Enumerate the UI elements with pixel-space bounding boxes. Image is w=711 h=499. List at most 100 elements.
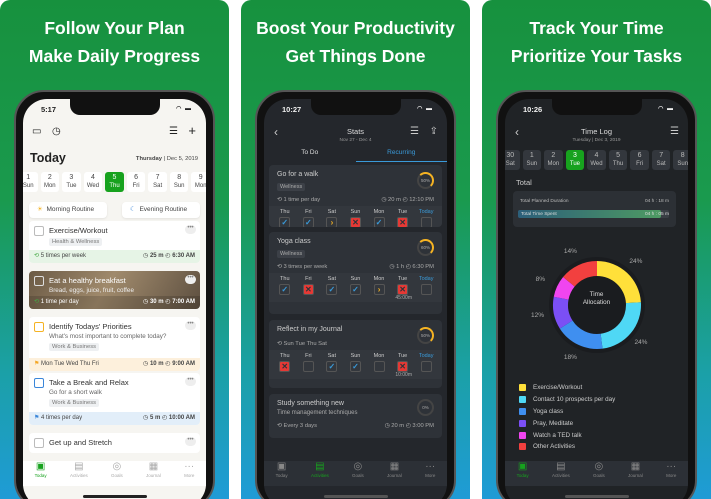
date-30[interactable]: 30 Sat [505,150,520,170]
tab-journal[interactable]: ▦ Journal [387,461,402,486]
donut-slice-2[interactable] [600,302,641,349]
date-6[interactable]: 6 Fri [126,172,146,192]
empty-mark-icon[interactable] [420,284,432,295]
date-1[interactable]: 1 Sun [522,150,542,170]
check-mark-icon[interactable]: ✓ [326,361,338,372]
tab-journal[interactable]: ▦ Journal [628,461,643,486]
date-3[interactable]: 3 Tue [62,172,81,192]
x-mark-icon[interactable]: ✕ [302,284,314,295]
check-mark-icon[interactable]: ✓ [373,217,385,227]
more-options-icon[interactable]: ••• [185,437,196,446]
donut-slice-1[interactable] [597,261,641,304]
date-5[interactable]: 5 Thu [105,172,124,192]
tab-goals[interactable]: ◎ Goals [111,461,123,486]
add-icon[interactable]: + [188,123,196,138]
check-mark-icon[interactable]: ✓ [349,361,361,372]
empty-mark-icon[interactable] [420,217,432,227]
tab-more[interactable]: ··· More [184,461,194,486]
more-options-icon[interactable]: ••• [185,225,196,234]
empty-mark-icon[interactable] [420,361,432,372]
planned-label: Total Planned Duration [520,199,569,204]
tab-activities[interactable]: ▤ Activities [552,461,570,486]
timer-icon: ◷ [384,423,392,429]
date-4[interactable]: 4 Wed [587,150,606,170]
task-card[interactable]: Identify Todays' Priorities What's most i… [29,317,200,371]
date-8[interactable]: 8 Sun [673,150,688,170]
headline: Follow Your Plan Make Daily Progress [0,14,229,70]
x-mark-icon[interactable]: ✕ [349,217,361,227]
tab-more[interactable]: ··· More [425,461,435,486]
tab-journal[interactable]: ▦ Journal [146,461,161,486]
empty-mark-icon[interactable] [302,361,314,372]
task-card[interactable]: Exercise/Workout Health & Wellness ••• ⟲ 5 … [29,221,200,263]
more-options-icon[interactable]: ••• [185,321,196,330]
check-mark-icon[interactable]: ✓ [302,217,314,227]
back-icon[interactable]: ‹ [274,125,278,139]
x-mark-icon[interactable]: ✕ [397,217,409,227]
date-7[interactable]: 7 Sat [148,172,167,192]
x-mark-icon[interactable]: ✕ [397,284,409,295]
share-icon[interactable]: ⇪ [429,126,438,137]
more-options-icon[interactable]: ••• [185,275,196,284]
date-number: 8 [177,174,182,181]
x-mark-icon[interactable]: ✕ [279,361,291,372]
x-mark-icon[interactable]: ✕ [397,361,409,372]
task-card[interactable]: Take a Break and Relax Go for a short wal… [29,373,200,425]
tab-today[interactable]: ▣ Today [276,461,288,486]
task-checkbox[interactable] [34,438,44,448]
date-2[interactable]: 2 Mon [544,150,563,170]
check-mark-icon[interactable]: ✓ [326,284,338,295]
donut-slice-6[interactable] [563,261,597,287]
date-5[interactable]: 5 Thu [608,150,628,170]
skip-mark-icon[interactable]: › [326,217,338,227]
filter-icon[interactable]: ☰ [169,126,178,137]
morning-routine-button[interactable]: ☀ Morning Routine [29,202,107,218]
task-checkbox[interactable] [34,226,44,236]
tab-to-do[interactable]: To Do [301,149,319,156]
check-mark-icon[interactable]: ✓ [279,284,291,295]
evening-routine-button[interactable]: ☾ Evening Routine [122,202,200,218]
back-icon[interactable]: ‹ [515,125,519,139]
calendar-icon[interactable]: ▭ [32,126,42,137]
date-1[interactable]: 1 Sun [23,172,38,192]
filter-icon[interactable]: ☰ [410,126,419,137]
task-checkbox[interactable] [34,378,44,388]
tab-goals[interactable]: ◎ Goals [352,461,364,486]
tab-goals[interactable]: ◎ Goals [593,461,605,486]
skip-mark-icon[interactable]: › [373,284,385,295]
date-weekday: Sun [677,161,688,167]
check-mark-icon[interactable]: ✓ [349,284,361,295]
donut-slice-5[interactable] [553,276,575,300]
date-7[interactable]: 7 Sat [651,150,671,170]
task-checkbox[interactable] [34,276,44,286]
empty-mark-icon[interactable] [373,361,385,372]
date-9[interactable]: 9 Mon [191,172,206,192]
tab-activities[interactable]: ▤ Activities [311,461,329,486]
date-3[interactable]: 3 Tue [565,150,585,170]
more-options-icon[interactable]: ••• [185,377,196,386]
tab-recurring[interactable]: Recurring [355,149,447,162]
date-2[interactable]: 2 Mon [40,172,60,192]
recurring-card[interactable]: Go for a walk Wellness 50% ⟲ 1 time per day… [269,165,442,227]
menu-icon[interactable]: ☰ [670,126,679,137]
tab-more[interactable]: ··· More [666,461,676,486]
legend-item: Yoga class [519,406,615,418]
date-4[interactable]: 4 Wed [83,172,103,192]
tab-today[interactable]: ▣ Today [517,461,529,486]
date-6[interactable]: 6 Fri [630,150,649,170]
tab-activities[interactable]: ▤ Activities [70,461,88,486]
check-mark-icon[interactable]: ✓ [279,217,291,227]
stopwatch-icon[interactable]: ◷ [52,126,61,137]
task-card[interactable]: Get up and Stretch ••• [29,433,200,453]
tab-today[interactable]: ▣ Today [35,461,47,486]
donut-slice-3[interactable] [559,320,603,349]
recurring-card[interactable]: Study something new Time management techn… [269,394,442,438]
task-card[interactable]: Eat a healthy breakfast Bread, eggs, juic… [29,271,200,309]
donut-slice-4[interactable] [553,296,573,329]
recurring-card[interactable]: Yoga class Wellness 60% ⟲ 3 times per week ◷… [269,232,442,314]
task-checkbox[interactable] [34,322,44,332]
clock-icon: ◴ [404,264,413,270]
day-label: Sun [350,353,361,359]
recurring-card[interactable]: Reflect in my Journal 50% ⟲ Sun Tue Thu Sa… [269,320,442,388]
date-8[interactable]: 8 Sun [169,172,189,192]
